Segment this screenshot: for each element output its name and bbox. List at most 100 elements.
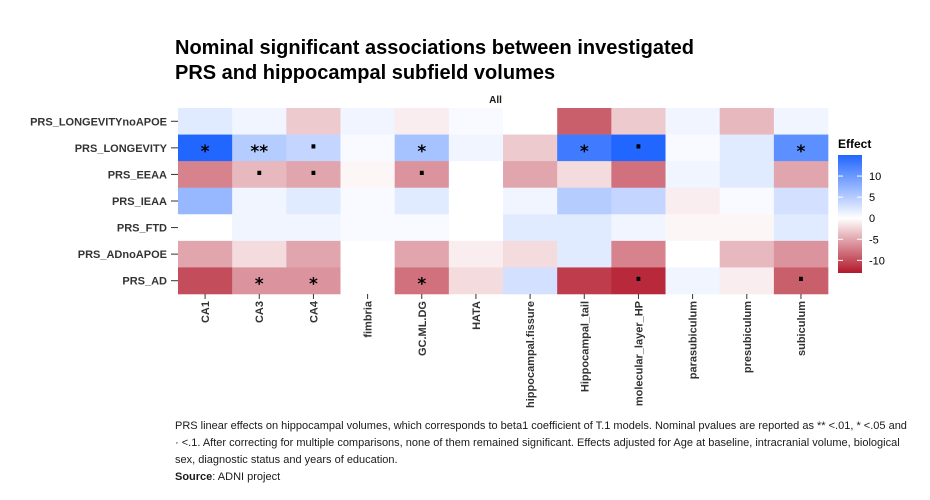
- heatmap-cell: [611, 108, 666, 135]
- heatmap-cell: [503, 214, 558, 242]
- heatmap-cell: [178, 267, 233, 295]
- facet-strip-label: All: [489, 95, 502, 106]
- heatmap-cell: [773, 187, 829, 215]
- heatmap-cell: [719, 214, 775, 242]
- heatmap-cell: [773, 108, 829, 135]
- heatmap-cell: [611, 187, 666, 215]
- significance-marker: *: [255, 275, 264, 295]
- heatmap-cell: [773, 267, 829, 295]
- significance-marker: ·: [634, 268, 642, 293]
- heatmap-cell: [611, 161, 666, 189]
- chart-title-line-2: PRS and hippocampal subfield volumes: [175, 62, 556, 84]
- heatmap-cell: [503, 108, 558, 135]
- heatmap-cell: [665, 214, 720, 242]
- heatmap-cell: [178, 240, 233, 268]
- color-legend: Effect 10 5 0 -5 -10: [838, 137, 885, 273]
- heatmap-cell: [340, 108, 395, 135]
- heatmap-cell: [340, 134, 395, 162]
- heatmap-cell: [557, 240, 612, 268]
- legend-tick-label: -5: [869, 234, 879, 246]
- chart-title: Nominal significant associations between…: [175, 36, 825, 86]
- source-label: Source: [175, 471, 213, 483]
- source-value: : ADNI project: [212, 471, 281, 483]
- heatmap-cell: [665, 134, 720, 162]
- heatmap-cell: [503, 187, 558, 215]
- heatmap-cell: [394, 187, 450, 215]
- legend-colorbar: [838, 155, 862, 273]
- heatmap-cell: [719, 108, 775, 135]
- heatmap-cell: [611, 214, 666, 242]
- heatmap-cell: [719, 240, 775, 268]
- significance-marker: *: [417, 275, 426, 295]
- heatmap-cell: [448, 108, 504, 135]
- x-tick-label: CA3: [254, 301, 266, 323]
- heatmap-cell: [286, 161, 341, 189]
- legend-title: Effect: [838, 137, 871, 151]
- significance-marker: *: [580, 142, 589, 162]
- heatmap-cell: [503, 267, 558, 295]
- x-tick-label: hippocampal.fissure: [525, 301, 537, 408]
- heatmap-cell: [178, 214, 233, 242]
- heatmap-cell: [448, 240, 504, 268]
- x-tick-label: GC.ML.DG: [417, 301, 429, 356]
- significance-markers: * ** · * * · *· · ·* * * · ·: [201, 135, 806, 295]
- significance-marker: ·: [309, 161, 317, 186]
- heatmap-cell: [394, 267, 450, 295]
- significance-marker: **: [250, 142, 268, 162]
- heatmap-cell: [665, 240, 720, 268]
- heatmap-cell: [232, 108, 287, 135]
- heatmap-cell: [178, 134, 233, 162]
- heatmap-cell: [719, 161, 775, 189]
- heatmap-cell: [665, 187, 720, 215]
- heatmap-cell: [448, 134, 504, 162]
- caption-line-3: sex, diagnostic status and years of educ…: [175, 454, 398, 466]
- caption-source: Source: ADNI project: [175, 469, 915, 486]
- heatmap-cell: [503, 134, 558, 162]
- x-tick-label: Hippocampal_tail: [579, 301, 591, 392]
- heatmap-cell: [178, 187, 233, 215]
- heatmap-cell: [232, 161, 287, 189]
- heatmap-cells: [178, 108, 829, 295]
- heatmap-cell: [611, 240, 666, 268]
- heatmap-cell: [448, 161, 504, 189]
- heatmap-cell: [394, 161, 450, 189]
- heatmap-cell: [232, 240, 287, 268]
- heatmap-cell: [719, 134, 775, 162]
- x-tick-label: molecular_layer_HP: [633, 301, 645, 406]
- y-tick-label: PRS_LONGEVITY: [75, 143, 168, 155]
- heatmap-cell: [232, 187, 287, 215]
- heatmap-cell: [394, 240, 450, 268]
- heatmap-cell: [665, 108, 720, 135]
- x-tick-label: HATA: [471, 301, 483, 330]
- y-tick-label: PRS_AD: [122, 276, 167, 288]
- heatmap-cell: [719, 267, 775, 295]
- heatmap-cell: [557, 134, 612, 162]
- heatmap-cell: [557, 108, 612, 135]
- heatmap-cell: [286, 187, 341, 215]
- legend-tick-label: 0: [869, 213, 875, 225]
- heatmap-cell: [178, 108, 233, 135]
- heatmap-cell: [665, 267, 720, 295]
- significance-marker: ·: [797, 268, 805, 293]
- heatmap-cell: [557, 161, 612, 189]
- legend-tick-label: 5: [869, 192, 875, 204]
- significance-marker: ·: [309, 135, 317, 160]
- heatmap-cell: [773, 134, 829, 162]
- heatmap-cell: [286, 267, 341, 295]
- heatmap-cell: [286, 214, 341, 242]
- heatmap-cell: [340, 240, 395, 268]
- heatmap-cell: [286, 240, 341, 268]
- chart-title-line-1: Nominal significant associations between…: [175, 37, 695, 59]
- heatmap-cell: [340, 214, 395, 242]
- heatmap-cell: [611, 134, 666, 162]
- heatmap-cell: [448, 267, 504, 295]
- significance-marker: *: [797, 142, 806, 162]
- significance-marker: *: [201, 142, 210, 162]
- heatmap-cell: [340, 267, 395, 295]
- heatmap-cell: [557, 267, 612, 295]
- x-tick-label: CA4: [308, 300, 320, 323]
- heatmap-cell: [286, 108, 341, 135]
- heatmap-cell: [286, 134, 341, 162]
- x-tick-label: fimbria: [363, 300, 375, 338]
- heatmap-cell: [340, 187, 395, 215]
